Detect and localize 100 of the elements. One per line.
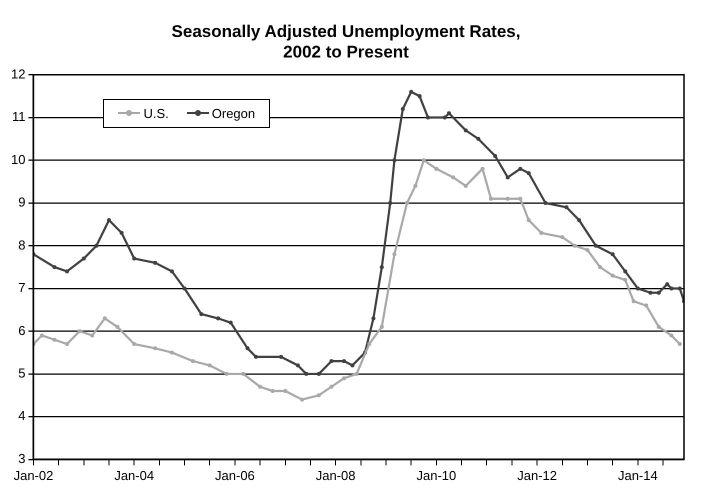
point	[316, 393, 321, 398]
point	[665, 282, 670, 286]
point	[400, 106, 405, 111]
y-tick-label: 3	[18, 450, 26, 466]
point	[678, 286, 682, 290]
point	[78, 329, 82, 334]
point	[526, 171, 531, 176]
point	[208, 363, 212, 368]
point	[442, 116, 447, 120]
point	[464, 184, 468, 188]
point	[254, 354, 258, 359]
point	[648, 290, 652, 295]
point	[279, 354, 284, 359]
point	[636, 286, 640, 290]
point	[65, 269, 70, 274]
legend-label: U.S.	[143, 106, 169, 121]
y-tick-label: 5	[18, 366, 26, 381]
point	[90, 333, 94, 338]
y-tick-label: 9	[18, 194, 26, 210]
point	[644, 304, 648, 308]
point	[300, 398, 304, 402]
point	[426, 116, 430, 120]
point	[669, 333, 674, 338]
point	[65, 342, 70, 346]
y-tick-label: 12	[10, 66, 26, 82]
point	[480, 166, 485, 171]
x-tick-label: Jan-12	[517, 468, 557, 483]
point	[170, 269, 174, 274]
point	[216, 316, 220, 320]
point	[610, 252, 615, 256]
point	[342, 376, 346, 380]
point	[506, 175, 510, 180]
point	[170, 350, 174, 355]
point	[199, 312, 204, 316]
point	[367, 342, 372, 346]
legend-label: Oregon	[212, 106, 256, 121]
point	[388, 201, 392, 205]
x-tick-label: Jan-06	[215, 468, 255, 483]
point	[107, 218, 112, 222]
point	[350, 363, 354, 368]
point	[132, 256, 136, 261]
point	[228, 320, 233, 325]
point	[598, 265, 602, 270]
point	[610, 274, 615, 278]
point	[153, 260, 158, 265]
point	[283, 389, 288, 394]
point	[40, 333, 44, 338]
point	[409, 90, 414, 94]
x-tick-label: Jan-10	[416, 468, 456, 483]
point	[132, 342, 136, 346]
y-tick-label: 6	[18, 322, 26, 338]
point	[316, 372, 321, 376]
y-tick-label: 7	[18, 280, 26, 296]
point	[623, 269, 628, 274]
point	[418, 94, 422, 98]
point	[451, 175, 456, 180]
point	[102, 316, 107, 320]
point	[94, 244, 98, 248]
y-tick-label: 8	[18, 237, 26, 252]
point	[246, 346, 250, 350]
point	[224, 372, 229, 376]
point	[392, 252, 396, 256]
point	[539, 230, 544, 235]
point	[120, 230, 124, 235]
point	[258, 384, 262, 389]
x-tick-label: Jan-02	[14, 468, 54, 483]
y-tick-label: 11	[12, 109, 26, 124]
point	[354, 372, 359, 376]
point	[413, 184, 418, 188]
x-tick-label: Jan-08	[316, 468, 356, 483]
point	[329, 384, 334, 389]
x-tick-label: Jan-14	[618, 468, 658, 483]
point	[669, 286, 674, 290]
point	[380, 324, 384, 329]
point	[241, 372, 246, 376]
point	[493, 154, 498, 158]
point	[434, 166, 438, 171]
point	[153, 346, 158, 350]
point	[526, 218, 531, 222]
point	[392, 158, 396, 162]
point	[296, 363, 300, 368]
point	[656, 290, 661, 295]
point	[464, 128, 468, 132]
point	[518, 166, 522, 171]
point	[115, 324, 120, 329]
point	[585, 248, 590, 252]
point	[476, 136, 480, 141]
point	[506, 196, 510, 201]
point	[270, 389, 275, 394]
point	[564, 205, 568, 210]
point	[422, 158, 426, 162]
point	[560, 235, 564, 240]
point	[544, 201, 548, 205]
point	[488, 196, 493, 201]
point	[678, 342, 682, 346]
point	[329, 359, 334, 364]
point	[52, 338, 56, 342]
point	[82, 256, 86, 261]
y-tick-label: 4	[18, 408, 26, 424]
point	[342, 359, 346, 364]
